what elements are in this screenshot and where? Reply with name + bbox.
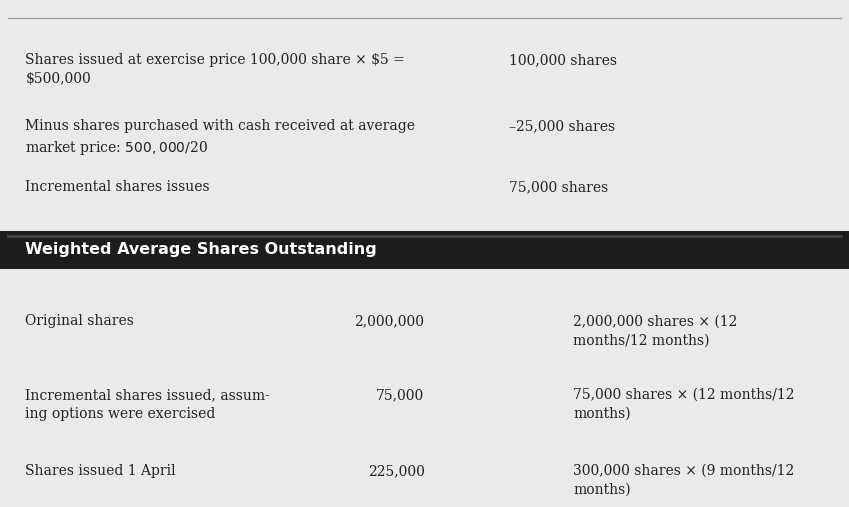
Text: Shares issued 1 April: Shares issued 1 April	[25, 464, 176, 478]
Text: 75,000 shares: 75,000 shares	[509, 180, 609, 194]
Text: Incremental shares issues: Incremental shares issues	[25, 180, 210, 194]
Text: 75,000: 75,000	[376, 388, 424, 402]
Text: 300,000 shares × (9 months/12
months): 300,000 shares × (9 months/12 months)	[573, 464, 795, 497]
Text: 2,000,000 shares × (12
months/12 months): 2,000,000 shares × (12 months/12 months)	[573, 314, 738, 347]
Text: Weighted Average Shares Outstanding: Weighted Average Shares Outstanding	[25, 242, 377, 257]
Text: 2,000,000: 2,000,000	[355, 314, 424, 329]
Text: 225,000: 225,000	[368, 464, 424, 478]
Text: Shares issued at exercise price 100,000 share × $5 =
$500,000: Shares issued at exercise price 100,000 …	[25, 53, 405, 86]
FancyBboxPatch shape	[0, 231, 849, 269]
Text: –25,000 shares: –25,000 shares	[509, 119, 616, 133]
Text: Incremental shares issued, assum-
ing options were exercised: Incremental shares issued, assum- ing op…	[25, 388, 270, 421]
Text: 75,000 shares × (12 months/12
months): 75,000 shares × (12 months/12 months)	[573, 388, 795, 421]
Text: 100,000 shares: 100,000 shares	[509, 53, 617, 67]
Text: Original shares: Original shares	[25, 314, 134, 329]
Text: Minus shares purchased with cash received at average
market price: $500,000/$20: Minus shares purchased with cash receive…	[25, 119, 415, 157]
